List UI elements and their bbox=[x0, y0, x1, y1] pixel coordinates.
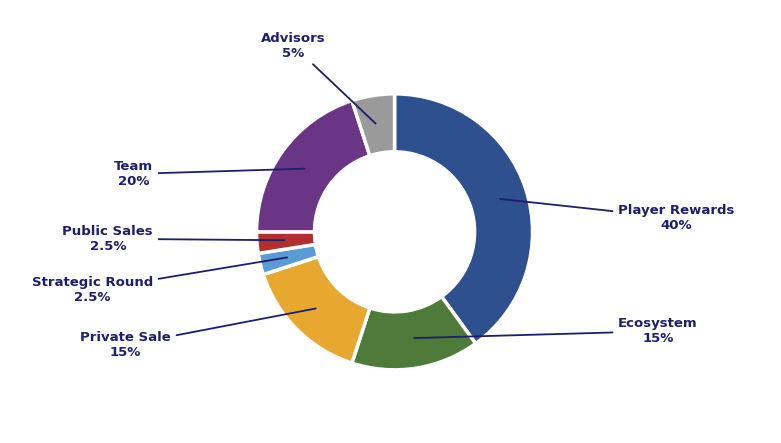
Text: Player Rewards
40%: Player Rewards 40% bbox=[500, 199, 734, 232]
Text: Ecosystem
15%: Ecosystem 15% bbox=[414, 317, 697, 345]
Text: Strategic Round
2.5%: Strategic Round 2.5% bbox=[32, 257, 287, 304]
Wedge shape bbox=[263, 256, 370, 363]
Wedge shape bbox=[352, 297, 476, 370]
Wedge shape bbox=[257, 232, 316, 253]
Wedge shape bbox=[352, 94, 394, 156]
Wedge shape bbox=[394, 94, 533, 343]
Wedge shape bbox=[259, 245, 319, 275]
Wedge shape bbox=[257, 101, 370, 232]
Text: Team
20%: Team 20% bbox=[114, 160, 305, 188]
Text: Public Sales
2.5%: Public Sales 2.5% bbox=[62, 225, 284, 253]
Text: Advisors
5%: Advisors 5% bbox=[261, 31, 376, 124]
Text: Private Sale
15%: Private Sale 15% bbox=[80, 308, 316, 359]
